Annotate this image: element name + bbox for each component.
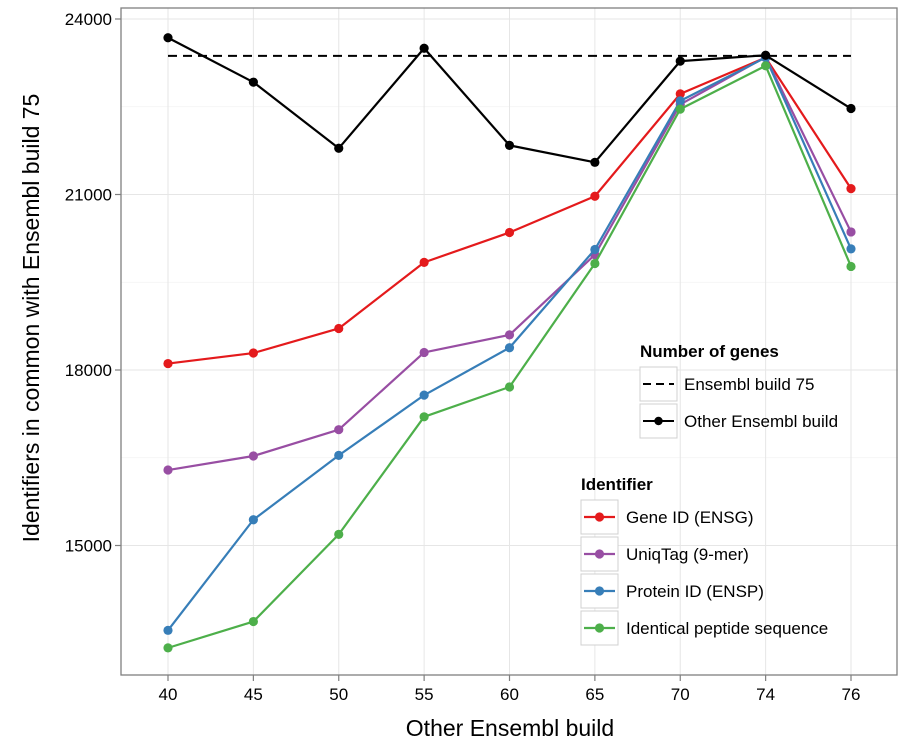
series-0-point: [675, 89, 685, 99]
series-3-point: [504, 382, 515, 392]
series-2-point: [590, 244, 600, 255]
series-2-point: [163, 625, 173, 635]
x-tick-label: 45: [244, 685, 263, 704]
series-other-ensembl-build-point: [761, 50, 771, 60]
series-0-point: [419, 257, 429, 267]
legend-key-point: [594, 623, 605, 633]
legend-key-point: [654, 416, 663, 426]
series-0-point: [334, 323, 344, 334]
x-tick-label: 65: [585, 685, 604, 704]
legend-title: Number of genes: [640, 342, 779, 361]
y-tick-label: 15000: [65, 537, 112, 556]
series-3-point: [248, 616, 258, 627]
legend-key-point: [594, 549, 605, 559]
series-3-point: [419, 412, 429, 422]
series-3-point: [761, 61, 771, 71]
series-2-point: [419, 390, 429, 400]
y-tick-label: 24000: [65, 10, 112, 29]
series-3-point: [590, 258, 600, 269]
axes: 15000 18000 21000 24000 40 45 50 55 60 65 70 74 76: [65, 10, 861, 704]
series-0-point: [163, 358, 173, 369]
series-1-point: [334, 425, 344, 435]
series-2-point: [504, 343, 515, 353]
series-1-point: [846, 227, 856, 237]
series-2: [163, 53, 856, 635]
series-3-point: [675, 104, 685, 114]
series-2-point: [675, 96, 685, 106]
legend-label: Other Ensembl build: [684, 412, 838, 431]
series-other-ensembl-build-point: [334, 143, 344, 153]
series-3: [163, 61, 856, 653]
series-other-ensembl-build: [163, 33, 856, 167]
legend-label: UniqTag (9-mer): [626, 545, 749, 564]
y-tick-label: 21000: [65, 186, 112, 205]
x-tick-label: 70: [671, 685, 690, 704]
series-1-point: [504, 330, 515, 340]
series-0: [163, 53, 856, 369]
y-tick-label: 18000: [65, 361, 112, 380]
legend-title: Identifier: [581, 475, 653, 494]
series-layer: [163, 33, 856, 653]
legend-label: Gene ID (ENSG): [626, 508, 754, 527]
series-1-point: [163, 465, 173, 475]
legend-label: Protein ID (ENSP): [626, 582, 764, 601]
series-2-point: [334, 450, 344, 461]
x-axis-label: Other Ensembl build: [406, 715, 614, 740]
series-2-point: [846, 244, 856, 254]
legend-label: Ensembl build 75: [684, 375, 814, 394]
grid-lines: [121, 8, 898, 675]
legend-number-of-genes: Number of genes Ensembl build 75 Other E…: [639, 342, 838, 439]
series-2-point: [248, 515, 258, 525]
legend-key-point: [594, 586, 605, 596]
series-other-ensembl-build-point: [504, 140, 515, 150]
x-tick-label: 40: [159, 685, 178, 704]
series-other-ensembl-build-point: [248, 77, 258, 87]
series-other-ensembl-build-point: [590, 157, 600, 167]
legend-identifier: Identifier Gene ID (ENSG) UniqTag (9-mer)…: [580, 475, 828, 646]
series-3-point: [163, 643, 173, 653]
x-tick-label: 50: [329, 685, 348, 704]
series-0-point: [504, 227, 515, 238]
series-1-point: [248, 451, 258, 461]
x-tick-label: 74: [756, 685, 775, 704]
series-3-point: [334, 529, 344, 539]
x-tick-label: 60: [500, 685, 519, 704]
legend-label: Identical peptide sequence: [626, 619, 828, 638]
y-axis-label: Identifiers in common with Ensembl build…: [18, 94, 44, 543]
series-0-point: [590, 191, 600, 201]
series-1-point: [419, 347, 429, 358]
series-other-ensembl-build-point: [163, 33, 173, 43]
series-other-ensembl-build-point: [419, 43, 429, 53]
series-other-ensembl-build-point: [846, 103, 856, 114]
legend-key-point: [594, 512, 605, 522]
series-3-point: [846, 261, 856, 272]
series-0-point: [846, 184, 856, 194]
series-other-ensembl-build-point: [675, 56, 685, 66]
series-0-point: [248, 348, 258, 358]
x-tick-label: 76: [842, 685, 861, 704]
x-tick-label: 55: [415, 685, 434, 704]
